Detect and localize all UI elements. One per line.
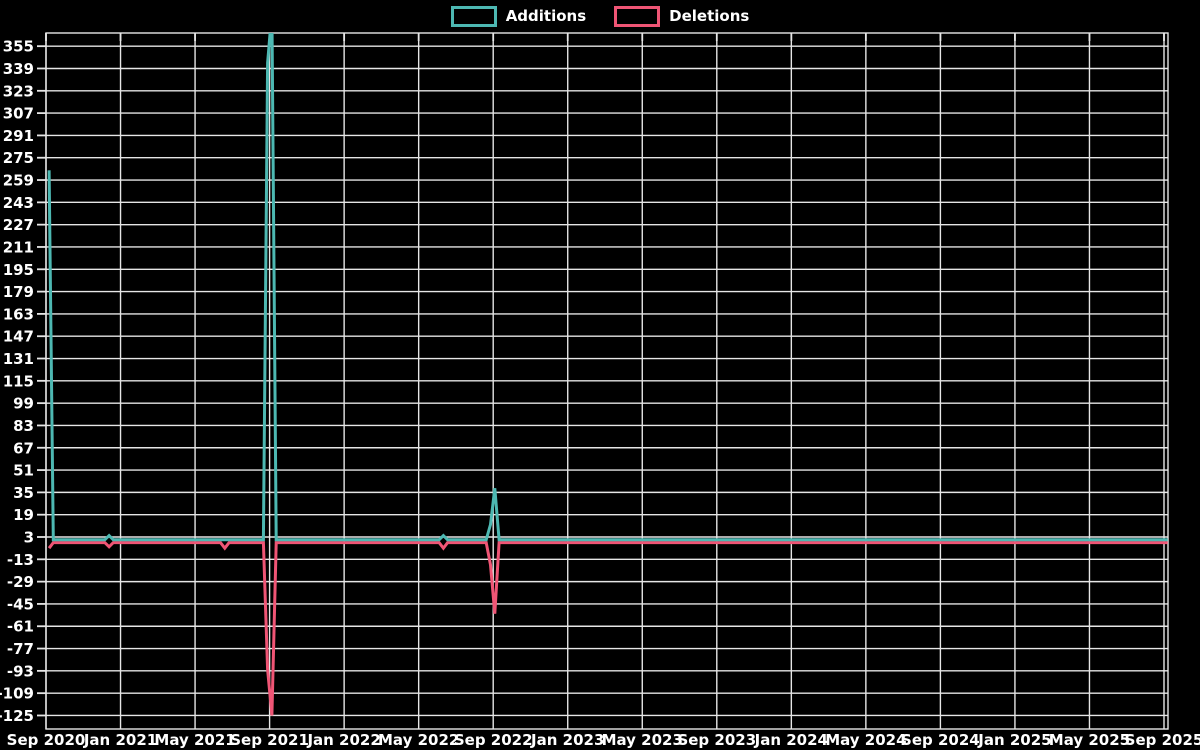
y-axis-label: 67 [13, 439, 34, 457]
y-axis-label: 259 [3, 172, 34, 190]
y-axis-label: -125 [0, 707, 34, 725]
y-axis-label: -29 [7, 573, 34, 591]
y-gridlines [37, 45, 1168, 717]
y-axis-label: -93 [7, 662, 34, 680]
y-axis-label: 179 [3, 283, 34, 301]
x-axis-label: Sep 2023 [677, 731, 756, 749]
y-axis-label: -109 [0, 685, 34, 703]
legend-label-additions: Additions [505, 7, 587, 25]
y-axis-label: 291 [3, 127, 34, 145]
x-axis-label: Jan 2025 [977, 731, 1051, 749]
y-axis-label: 355 [3, 38, 34, 56]
y-axis-label: 323 [3, 82, 34, 100]
x-axis-label: Jan 2024 [754, 731, 828, 749]
x-axis-label: May 2024 [825, 731, 906, 749]
y-axis-label: 275 [3, 149, 34, 167]
x-axis-label: May 2022 [378, 731, 459, 749]
x-axis-label: Jan 2021 [83, 731, 157, 749]
y-axis-label: -77 [7, 640, 34, 658]
y-axis-label: 339 [3, 60, 34, 78]
y-axis-label: 19 [13, 506, 34, 524]
y-axis-label: -45 [7, 595, 34, 613]
y-axis-label: 211 [3, 238, 34, 256]
x-axis-label: Sep 2022 [454, 731, 533, 749]
y-axis-label: 243 [3, 194, 34, 212]
additions-line [47, 33, 1168, 542]
y-axis-label: 35 [13, 484, 34, 502]
y-axis-label: 307 [3, 105, 34, 123]
additions-swatch-icon [450, 6, 497, 27]
deletions-swatch-icon [614, 6, 661, 27]
y-axis-label: 131 [3, 350, 34, 368]
y-axis-label: 51 [13, 462, 34, 480]
legend-label-deletions: Deletions [669, 7, 750, 25]
y-axis-label: 163 [3, 305, 34, 323]
y-tick-labels: 355 339 323 307 291 275 259 243 227 211 195 179 163 1… [0, 38, 34, 725]
x-axis-label: Jan 2023 [530, 731, 604, 749]
x-axis-label: Jan 2022 [306, 731, 380, 749]
y-axis-label: 227 [3, 216, 34, 234]
chart-legend: Additions Deletions [0, 6, 1200, 27]
y-axis-label: 115 [3, 372, 34, 390]
y-axis-label: -61 [7, 618, 34, 636]
x-axis-label: May 2025 [1049, 731, 1130, 749]
y-axis-label: 99 [13, 395, 34, 413]
x-axis-label: Sep 2020 [7, 731, 86, 749]
y-axis-label: 195 [3, 261, 34, 279]
x-axis-label: Sep 2024 [901, 731, 980, 749]
y-axis-label: 147 [3, 328, 34, 346]
plot-frame [45, 32, 1169, 730]
x-gridlines [45, 33, 1165, 729]
legend-item-additions[interactable]: Additions [450, 6, 587, 27]
x-axis-label: May 2021 [154, 731, 235, 749]
x-axis-label: May 2023 [602, 731, 683, 749]
x-axis-label: Sep 2025 [1125, 731, 1200, 749]
legend-item-deletions[interactable]: Deletions [614, 6, 749, 27]
y-axis-label: 3 [24, 529, 34, 547]
y-axis-label: 83 [13, 417, 34, 435]
deletions-line [47, 541, 1168, 716]
x-axis-label: Sep 2021 [230, 731, 309, 749]
y-axis-label: -13 [7, 551, 34, 569]
